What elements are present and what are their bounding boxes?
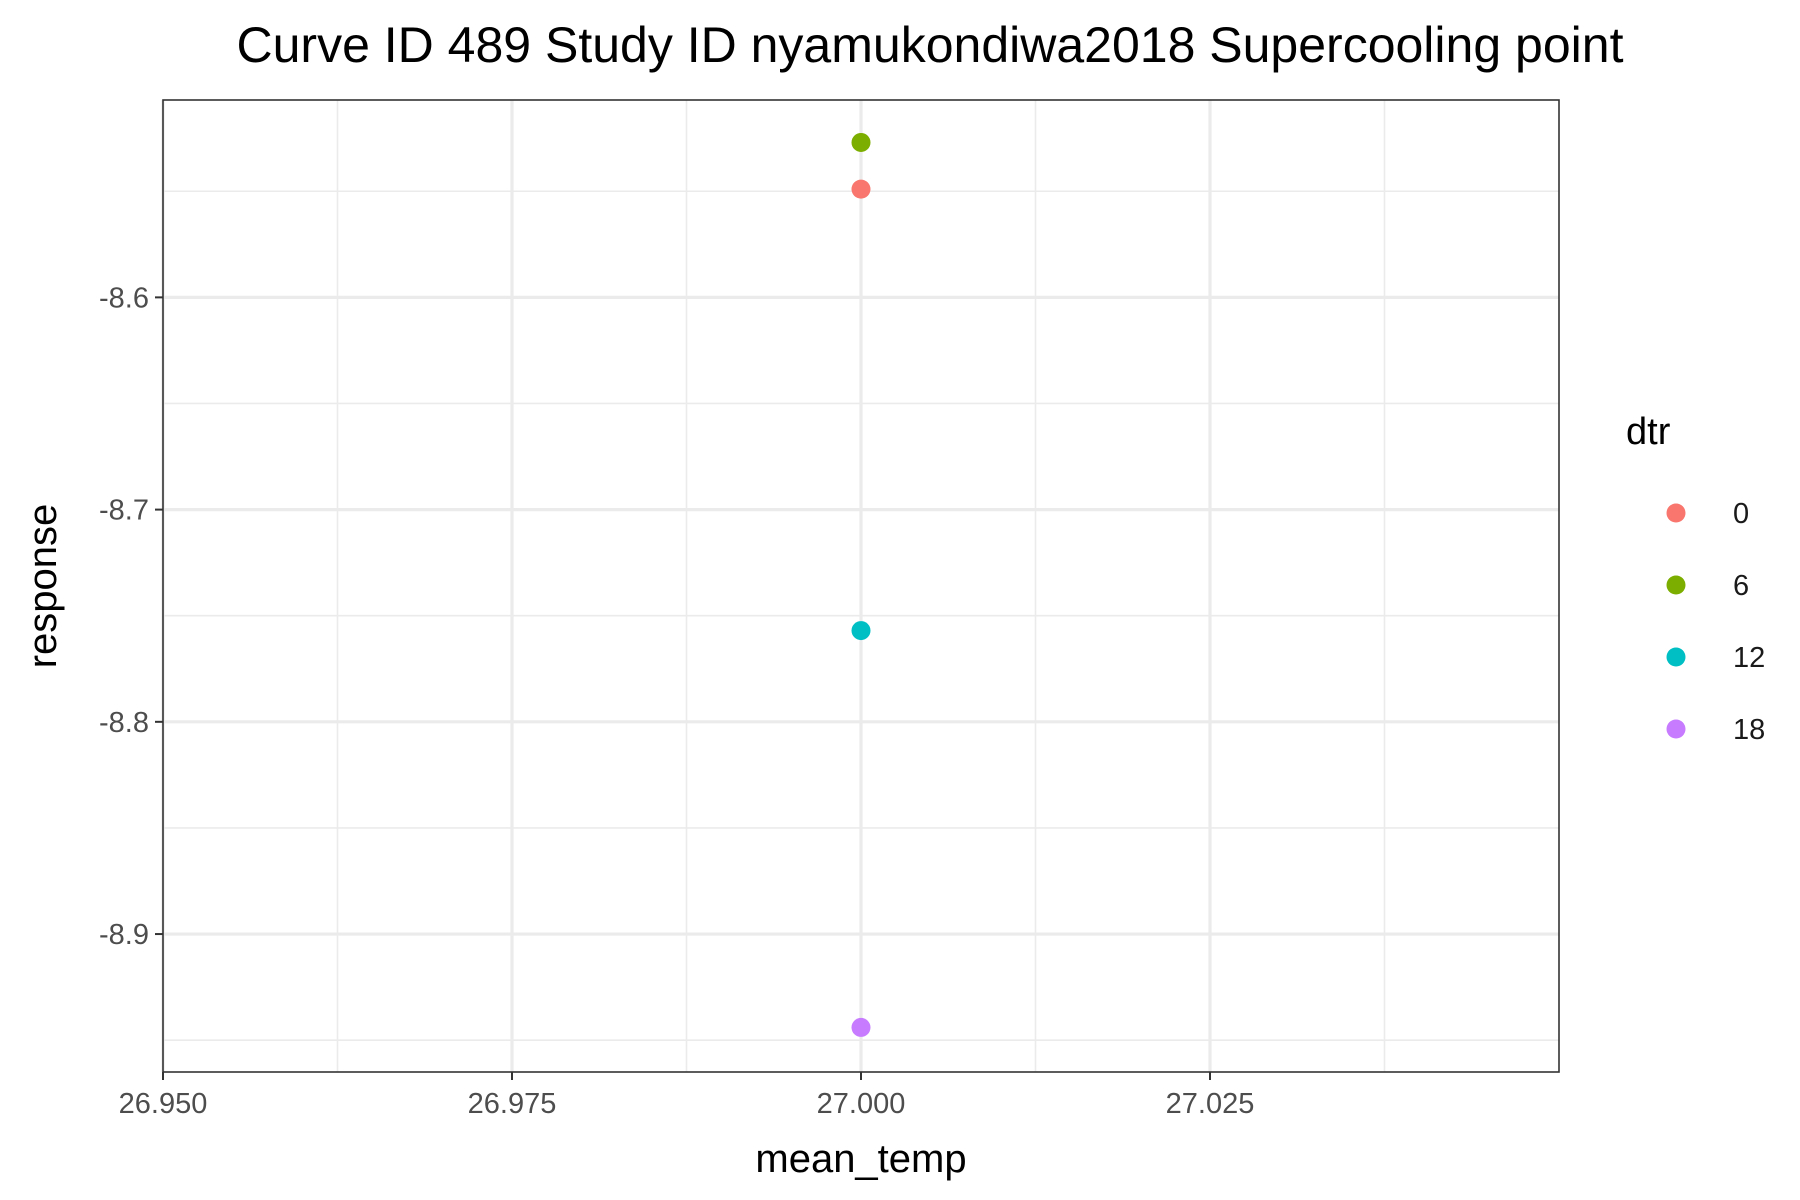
y-tick-label: -8.7 bbox=[99, 495, 149, 527]
legend-key-12 bbox=[1666, 647, 1686, 667]
legend-label-18: 18 bbox=[1733, 714, 1765, 746]
legend: dtr 0 6 12 18 bbox=[1626, 411, 1765, 746]
legend-key-0 bbox=[1666, 503, 1686, 523]
legend-label-0: 0 bbox=[1733, 498, 1749, 530]
major-gridlines bbox=[161, 100, 1559, 1072]
chart-title: Curve ID 489 Study ID nyamukondiwa2018 S… bbox=[237, 17, 1624, 73]
y-tick-label: -8.9 bbox=[99, 919, 149, 951]
legend-entries: 0 6 12 18 bbox=[1666, 498, 1765, 746]
data-points bbox=[851, 132, 871, 1037]
x-axis-ticks: 26.950 26.975 27.000 27.025 bbox=[119, 1072, 1255, 1120]
data-point-dtr-0 bbox=[851, 179, 871, 199]
legend-key-6 bbox=[1666, 575, 1686, 595]
data-point-dtr-18 bbox=[851, 1017, 871, 1037]
x-tick-label: 26.950 bbox=[119, 1088, 208, 1120]
data-point-dtr-12 bbox=[851, 621, 871, 641]
legend-title: dtr bbox=[1626, 411, 1671, 453]
y-tick-label: -8.6 bbox=[99, 282, 149, 314]
y-tick-label: -8.8 bbox=[99, 707, 149, 739]
y-axis-title: response bbox=[21, 504, 65, 669]
x-tick-label: 27.025 bbox=[1166, 1088, 1255, 1120]
x-tick-label: 27.000 bbox=[817, 1088, 906, 1120]
legend-label-12: 12 bbox=[1733, 642, 1765, 674]
data-point-dtr-6 bbox=[851, 132, 871, 152]
y-axis-ticks: -8.6 -8.7 -8.8 -8.9 bbox=[99, 282, 163, 951]
x-axis-title: mean_temp bbox=[755, 1137, 966, 1181]
legend-key-18 bbox=[1666, 719, 1686, 739]
x-tick-label: 26.975 bbox=[468, 1088, 557, 1120]
legend-label-6: 6 bbox=[1733, 570, 1749, 602]
